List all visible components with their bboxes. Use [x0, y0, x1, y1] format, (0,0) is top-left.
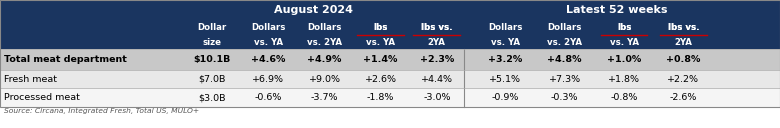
Text: Dollars: Dollars — [251, 23, 285, 32]
Text: +4.6%: +4.6% — [251, 55, 285, 64]
Text: lbs vs.: lbs vs. — [668, 23, 699, 32]
Text: Latest 52 weeks: Latest 52 weeks — [566, 5, 668, 15]
Text: -0.6%: -0.6% — [254, 93, 282, 102]
Bar — [0, 0, 780, 20]
Text: Total meat department: Total meat department — [4, 55, 127, 64]
Text: $10.1B: $10.1B — [193, 55, 231, 64]
Text: vs. YA: vs. YA — [609, 38, 639, 47]
Text: +6.9%: +6.9% — [252, 74, 285, 84]
Text: -3.7%: -3.7% — [310, 93, 339, 102]
Text: lbs vs.: lbs vs. — [421, 23, 452, 32]
Text: +4.8%: +4.8% — [548, 55, 582, 64]
Text: vs. 2YA: vs. 2YA — [307, 38, 342, 47]
Text: +3.2%: +3.2% — [488, 55, 523, 64]
Text: vs. YA: vs. YA — [491, 38, 520, 47]
Text: lbs: lbs — [617, 23, 631, 32]
Text: -3.0%: -3.0% — [423, 93, 451, 102]
Bar — [0, 88, 780, 107]
Text: +2.3%: +2.3% — [420, 55, 454, 64]
Text: -0.9%: -0.9% — [491, 93, 519, 102]
Text: Dollars: Dollars — [548, 23, 582, 32]
Text: +1.0%: +1.0% — [607, 55, 641, 64]
Bar — [0, 0, 780, 107]
Text: -1.8%: -1.8% — [367, 93, 395, 102]
Text: vs. 2YA: vs. 2YA — [548, 38, 582, 47]
Text: +2.6%: +2.6% — [364, 74, 397, 84]
Text: lbs: lbs — [374, 23, 388, 32]
Text: 2YA: 2YA — [675, 38, 692, 47]
Text: $7.0B: $7.0B — [198, 74, 226, 84]
Text: vs. YA: vs. YA — [366, 38, 395, 47]
Text: +9.0%: +9.0% — [308, 74, 341, 84]
Text: -2.6%: -2.6% — [669, 93, 697, 102]
Text: Dollar: Dollar — [197, 23, 227, 32]
Text: Fresh meat: Fresh meat — [4, 74, 57, 84]
Text: +4.4%: +4.4% — [420, 74, 453, 84]
Bar — [0, 70, 780, 88]
Text: size: size — [203, 38, 222, 47]
Text: +1.4%: +1.4% — [363, 55, 398, 64]
Text: +2.2%: +2.2% — [667, 74, 700, 84]
Text: lbs: lbs — [617, 23, 631, 32]
Text: +4.9%: +4.9% — [307, 55, 342, 64]
Text: lbs: lbs — [374, 23, 388, 32]
Text: 2YA: 2YA — [428, 38, 445, 47]
Text: Processed meat: Processed meat — [4, 93, 80, 102]
Text: +5.1%: +5.1% — [489, 74, 522, 84]
Text: -0.8%: -0.8% — [610, 93, 638, 102]
Text: Source: Circana, Integrated Fresh, Total US, MULO+: Source: Circana, Integrated Fresh, Total… — [4, 108, 199, 114]
Text: vs. YA: vs. YA — [254, 38, 283, 47]
Text: lbs vs.: lbs vs. — [668, 23, 699, 32]
Text: Dollars: Dollars — [488, 23, 523, 32]
Bar — [0, 20, 780, 49]
Text: lbs vs.: lbs vs. — [421, 23, 452, 32]
Text: $3.0B: $3.0B — [198, 93, 226, 102]
Text: Dollars: Dollars — [307, 23, 342, 32]
Bar — [0, 49, 780, 70]
Text: August 2024: August 2024 — [274, 5, 353, 15]
Text: +1.8%: +1.8% — [608, 74, 640, 84]
Text: +7.3%: +7.3% — [548, 74, 581, 84]
Text: +0.8%: +0.8% — [666, 55, 700, 64]
Text: -0.3%: -0.3% — [551, 93, 579, 102]
